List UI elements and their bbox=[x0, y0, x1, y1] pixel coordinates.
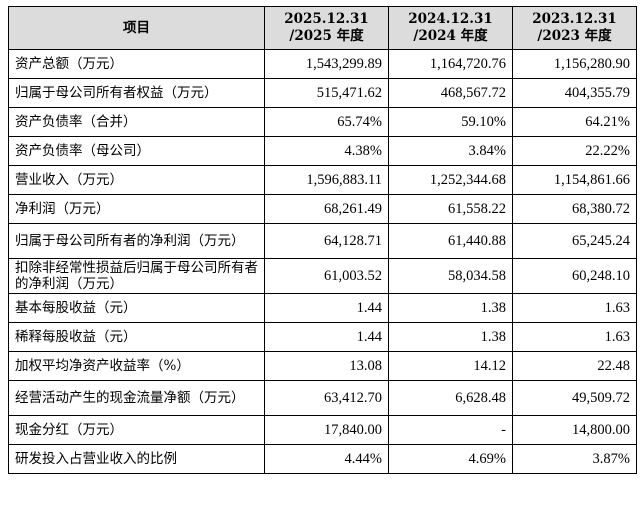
header-year-2023: 2023.12.31 /2023 年度 bbox=[512, 6, 637, 50]
table-row: 营业收入（万元） 1,596,883.11 1,252,344.68 1,154… bbox=[8, 165, 637, 195]
table-row: 归属于母公司所有者权益（万元） 515,471.62 468,567.72 40… bbox=[8, 78, 637, 108]
cell-2023: 14,800.00 bbox=[512, 415, 637, 445]
cell-2023: 404,355.79 bbox=[512, 78, 637, 108]
table-row: 归属于母公司所有者的净利润（万元） 64,128.71 61,440.88 65… bbox=[8, 223, 637, 259]
cell-2023: 1.63 bbox=[512, 322, 637, 352]
header-year-2024: 2024.12.31 /2024 年度 bbox=[388, 6, 513, 50]
cell-2025: 1,543,299.89 bbox=[264, 49, 389, 79]
header-row: 项目 2025.12.31 /2025 年度 2024.12.31 /2024 … bbox=[8, 6, 637, 50]
header-date: 2024.12.31 bbox=[408, 11, 493, 27]
cell-2023: 64.21% bbox=[512, 107, 637, 137]
row-label: 净利润（万元） bbox=[8, 194, 265, 224]
cell-2025: 515,471.62 bbox=[264, 78, 389, 108]
row-label: 资产负债率（母公司） bbox=[8, 136, 265, 166]
row-label: 营业收入（万元） bbox=[8, 165, 265, 195]
cell-2024: 14.12 bbox=[388, 351, 513, 381]
cell-2025: 68,261.49 bbox=[264, 194, 389, 224]
table-row: 加权平均净资产收益率（%） 13.08 14.12 22.48 bbox=[8, 351, 637, 381]
row-label: 归属于母公司所有者权益（万元） bbox=[8, 78, 265, 108]
cell-2023: 22.22% bbox=[512, 136, 637, 166]
cell-2024: 3.84% bbox=[388, 136, 513, 166]
cell-2023: 65,245.24 bbox=[512, 223, 637, 259]
table-row: 稀释每股收益（元） 1.44 1.38 1.63 bbox=[8, 322, 637, 352]
cell-2024: 468,567.72 bbox=[388, 78, 513, 108]
header-year: /2024 年度 bbox=[413, 28, 488, 44]
cell-2025: 4.44% bbox=[264, 444, 389, 474]
cell-2024: 59.10% bbox=[388, 107, 513, 137]
cell-2025: 65.74% bbox=[264, 107, 389, 137]
financial-table: 项目 2025.12.31 /2025 年度 2024.12.31 /2024 … bbox=[8, 6, 637, 474]
row-label: 现金分红（万元） bbox=[8, 415, 265, 445]
header-item: 项目 bbox=[8, 6, 265, 50]
cell-2025: 1,596,883.11 bbox=[264, 165, 389, 195]
cell-2024: 61,440.88 bbox=[388, 223, 513, 259]
cell-2024: 58,034.58 bbox=[388, 258, 513, 294]
cell-2025: 63,412.70 bbox=[264, 380, 389, 416]
row-label: 扣除非经常性损益后归属于母公司所有者的净利润（万元） bbox=[8, 258, 265, 294]
cell-2024: 1,164,720.76 bbox=[388, 49, 513, 79]
cell-2023: 1.63 bbox=[512, 293, 637, 323]
table-row: 资产负债率（合并） 65.74% 59.10% 64.21% bbox=[8, 107, 637, 137]
table-row: 净利润（万元） 68,261.49 61,558.22 68,380.72 bbox=[8, 194, 637, 224]
row-label: 资产总额（万元） bbox=[8, 49, 265, 79]
cell-2025: 13.08 bbox=[264, 351, 389, 381]
cell-2024: 61,558.22 bbox=[388, 194, 513, 224]
header-year: /2025 年度 bbox=[289, 28, 364, 44]
cell-2023: 60,248.10 bbox=[512, 258, 637, 294]
table-row: 经营活动产生的现金流量净额（万元） 63,412.70 6,628.48 49,… bbox=[8, 380, 637, 416]
row-label: 归属于母公司所有者的净利润（万元） bbox=[8, 223, 265, 259]
header-date: 2025.12.31 bbox=[284, 11, 369, 27]
cell-2024: 6,628.48 bbox=[388, 380, 513, 416]
cell-2025: 1.44 bbox=[264, 293, 389, 323]
cell-2025: 61,003.52 bbox=[264, 258, 389, 294]
cell-2024: 1,252,344.68 bbox=[388, 165, 513, 195]
row-label: 稀释每股收益（元） bbox=[8, 322, 265, 352]
row-label: 基本每股收益（元） bbox=[8, 293, 265, 323]
row-label: 研发投入占营业收入的比例 bbox=[8, 444, 265, 474]
cell-2024: 1.38 bbox=[388, 322, 513, 352]
row-label: 加权平均净资产收益率（%） bbox=[8, 351, 265, 381]
header-date: 2023.12.31 bbox=[532, 11, 617, 27]
cell-2025: 17,840.00 bbox=[264, 415, 389, 445]
cell-2023: 3.87% bbox=[512, 444, 637, 474]
table-row: 资产总额（万元） 1,543,299.89 1,164,720.76 1,156… bbox=[8, 49, 637, 79]
header-year-2025: 2025.12.31 /2025 年度 bbox=[264, 6, 389, 50]
row-label: 资产负债率（合并） bbox=[8, 107, 265, 137]
cell-2025: 64,128.71 bbox=[264, 223, 389, 259]
cell-2025: 1.44 bbox=[264, 322, 389, 352]
table-row: 现金分红（万元） 17,840.00 - 14,800.00 bbox=[8, 415, 637, 445]
cell-2024: 4.69% bbox=[388, 444, 513, 474]
cell-2023: 1,154,861.66 bbox=[512, 165, 637, 195]
table-row: 扣除非经常性损益后归属于母公司所有者的净利润（万元） 61,003.52 58,… bbox=[8, 258, 637, 294]
table-row: 资产负债率（母公司） 4.38% 3.84% 22.22% bbox=[8, 136, 637, 166]
header-year: /2023 年度 bbox=[537, 28, 612, 44]
cell-2023: 1,156,280.90 bbox=[512, 49, 637, 79]
table-row: 基本每股收益（元） 1.44 1.38 1.63 bbox=[8, 293, 637, 323]
cell-2024: 1.38 bbox=[388, 293, 513, 323]
row-label: 经营活动产生的现金流量净额（万元） bbox=[8, 380, 265, 416]
cell-2024: - bbox=[388, 415, 513, 445]
cell-2025: 4.38% bbox=[264, 136, 389, 166]
cell-2023: 49,509.72 bbox=[512, 380, 637, 416]
cell-2023: 22.48 bbox=[512, 351, 637, 381]
cell-2023: 68,380.72 bbox=[512, 194, 637, 224]
table-row: 研发投入占营业收入的比例 4.44% 4.69% 3.87% bbox=[8, 444, 637, 474]
